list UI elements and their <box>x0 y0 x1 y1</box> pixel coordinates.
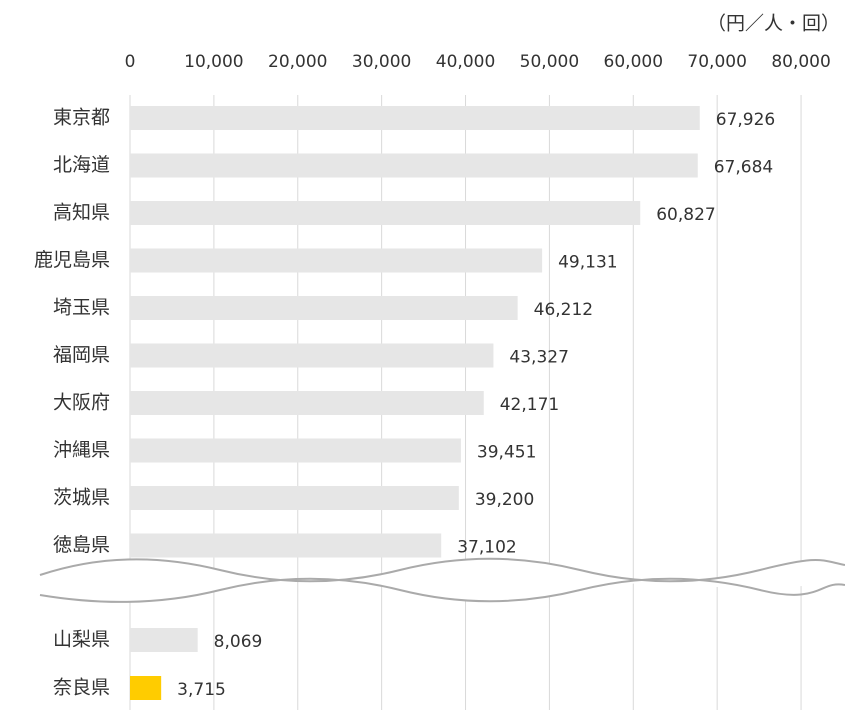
x-tick-label: 60,000 <box>604 52 663 72</box>
x-tick-label: 30,000 <box>352 52 411 72</box>
value-label: 67,684 <box>714 158 773 178</box>
value-label: 3,715 <box>177 680 226 700</box>
value-label: 46,212 <box>534 300 593 320</box>
unit-label: （円／人・回） <box>707 13 840 35</box>
category-label: 高知県 <box>53 202 110 224</box>
category-label: 徳島県 <box>53 534 110 556</box>
bar <box>130 486 459 510</box>
bar <box>130 343 494 368</box>
x-tick-label: 70,000 <box>687 52 746 72</box>
bar <box>130 201 641 225</box>
bar <box>130 676 162 700</box>
category-label: 埼玉県 <box>53 297 110 319</box>
axis-break <box>39 557 845 603</box>
x-tick-label: 80,000 <box>771 52 830 72</box>
value-label: 37,102 <box>457 538 516 558</box>
bar <box>130 106 700 130</box>
category-label: 山梨県 <box>53 629 110 651</box>
category-label: 福岡県 <box>53 344 110 366</box>
value-label: 49,131 <box>558 253 617 273</box>
value-label: 39,200 <box>475 490 534 510</box>
bar <box>130 628 198 652</box>
x-tick-label: 50,000 <box>520 52 579 72</box>
category-label: 鹿児島県 <box>34 249 110 271</box>
category-label: 東京都 <box>53 107 110 129</box>
bar <box>130 153 698 178</box>
bar <box>130 438 461 463</box>
category-label: 沖縄県 <box>53 439 110 461</box>
value-label: 43,327 <box>509 348 568 368</box>
x-tick-label: 10,000 <box>184 52 243 72</box>
bar <box>130 391 484 415</box>
category-label: 北海道 <box>53 154 110 176</box>
category-label: 大阪府 <box>53 392 110 414</box>
value-label: 42,171 <box>500 395 559 415</box>
x-tick-label: 20,000 <box>268 52 327 72</box>
category-label: 茨城県 <box>53 487 110 509</box>
value-label: 67,926 <box>716 110 775 130</box>
x-tick-label: 0 <box>125 52 136 72</box>
value-label: 39,451 <box>477 443 536 463</box>
bar <box>130 296 518 320</box>
bar <box>130 248 543 273</box>
x-tick-label: 40,000 <box>436 52 495 72</box>
bar <box>130 533 442 558</box>
value-label: 60,827 <box>656 205 715 225</box>
value-label: 8,069 <box>214 632 263 652</box>
category-label: 奈良県 <box>53 677 110 699</box>
